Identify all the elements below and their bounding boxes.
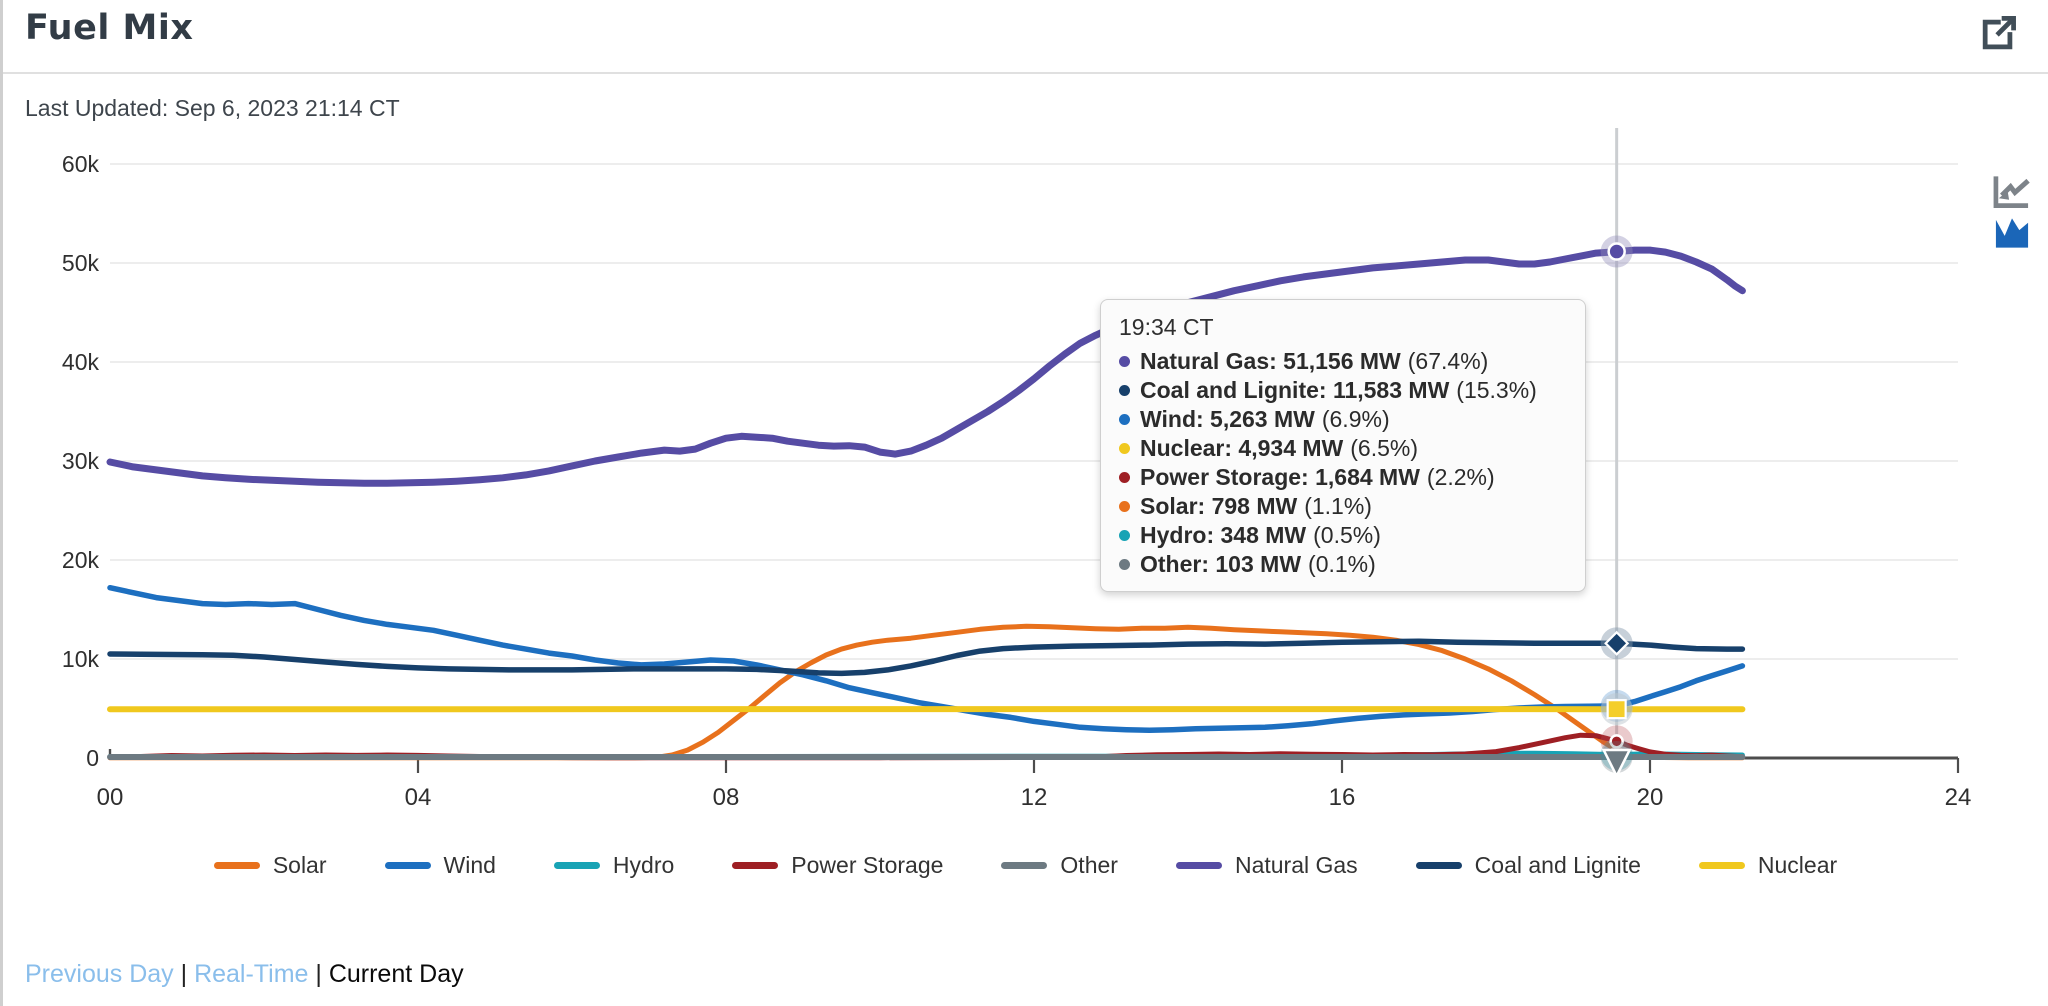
series-line-natural-gas[interactable] (106, 246, 1746, 487)
tooltip-series-pct: (0.5%) (1313, 522, 1381, 548)
tooltip-row: Power Storage: 1,684 MW (2.2%) (1117, 463, 1569, 492)
series-bullet-icon (1119, 501, 1130, 512)
card-header: Fuel Mix (3, 0, 2048, 74)
tooltip-series-pct: (6.9%) (1321, 406, 1390, 432)
fuel-mix-chart[interactable]: 0 10k 20k 30k 40k 50k 60k 00 04 08 12 16 20 24 (3, 0, 2048, 1006)
legend-label: Other (1060, 852, 1118, 878)
y-axis-tick-label: 20k (62, 547, 100, 573)
separator: | (308, 960, 329, 988)
tooltip-series-value: Power Storage: 1,684 MW (1140, 464, 1420, 490)
tooltip-series-pct: (67.4%) (1407, 348, 1489, 374)
legend-swatch-icon (1415, 862, 1462, 869)
chart-legend: Solar Wind Hydro Power Storage Other Natural … (3, 852, 2048, 879)
marker-coal-and-lignite (1604, 630, 1630, 656)
marker-natural-gas (1607, 242, 1626, 261)
series-bullet-icon (1119, 443, 1130, 454)
tooltip-row: Solar: 798 MW (1.1%) (1117, 492, 1569, 521)
legend-label: Natural Gas (1234, 852, 1358, 878)
marker-power-storage (1609, 734, 1624, 749)
last-updated-text: Last Updated: Sep 6, 2023 21:14 CT (25, 95, 400, 121)
x-axis-tick-label: 08 (713, 784, 740, 811)
area-chart-icon (1995, 218, 2029, 248)
legend-swatch-icon (384, 862, 431, 869)
chart-tooltip: 19:34 CT Natural Gas: 51,156 MW (67.4%) Co… (1100, 299, 1586, 592)
series-bullet-icon (1119, 414, 1130, 425)
tooltip-row: Other: 103 MW (0.1%) (1117, 550, 1569, 579)
tooltip-row: Wind: 5,263 MW (6.9%) (1117, 405, 1569, 434)
x-axis-tick-label: 24 (1945, 784, 1972, 811)
line-chart-toggle-button[interactable] (1990, 172, 2034, 212)
y-axis-tick-label: 10k (62, 646, 100, 672)
series-bullet-icon (1119, 472, 1130, 483)
tooltip-row: Coal and Lignite: 11,583 MW (15.3%) (1117, 376, 1569, 405)
x-axis-tick-label: 16 (1329, 784, 1356, 811)
tooltip-series-value: Nuclear: 4,934 MW (1140, 435, 1344, 461)
external-link-icon (1982, 16, 2016, 50)
series-bullet-icon (1119, 530, 1130, 541)
marker-other (1601, 748, 1632, 779)
legend-item-power-storage[interactable]: Power Storage (732, 852, 943, 879)
separator: | (173, 960, 195, 988)
legend-label: Hydro (612, 852, 675, 878)
legend-item-natural-gas[interactable]: Natural Gas (1175, 852, 1358, 879)
legend-item-nuclear[interactable]: Nuclear (1698, 852, 1838, 879)
legend-swatch-icon (213, 862, 260, 869)
legend-label: Coal and Lignite (1474, 852, 1641, 878)
legend-swatch-icon (553, 862, 600, 869)
link-current-day: Current Day (328, 960, 464, 988)
day-selector: Previous Day | Real-Time | Current Day (25, 960, 464, 989)
legend-swatch-icon (732, 862, 779, 869)
tooltip-row: Nuclear: 4,934 MW (6.5%) (1117, 434, 1569, 463)
series-line-solar[interactable] (107, 623, 1745, 761)
series-bullet-icon (1119, 385, 1130, 396)
tooltip-series-value: Hydro: 348 MW (1140, 522, 1307, 548)
legend-label: Nuclear (1757, 852, 1838, 878)
tooltip-series-pct: (6.5%) (1350, 435, 1418, 461)
legend-item-solar[interactable]: Solar (213, 852, 327, 879)
external-link-button[interactable] (1976, 12, 2020, 56)
tooltip-series-value: Natural Gas: 51,156 MW (1140, 348, 1401, 374)
series-line-coal-and-lignite[interactable] (107, 638, 1746, 677)
x-axis-tick-label: 12 (1021, 784, 1048, 811)
legend-label: Wind (443, 852, 496, 878)
x-axis-tick-label: 00 (97, 784, 124, 811)
legend-item-hydro[interactable]: Hydro (553, 852, 675, 879)
tooltip-series-pct: (1.1%) (1304, 493, 1372, 519)
series-bullet-icon (1119, 356, 1130, 367)
tooltip-series-value: Solar: 798 MW (1140, 493, 1298, 519)
link-previous-day[interactable]: Previous Day (25, 960, 174, 988)
tooltip-series-pct: (2.2%) (1426, 464, 1495, 490)
tooltip-series-value: Coal and Lignite: 11,583 MW (1140, 377, 1450, 403)
area-chart-toggle-button[interactable] (1990, 214, 2034, 254)
legend-item-other[interactable]: Other (1001, 852, 1118, 879)
legend-swatch-icon (1175, 862, 1222, 869)
tooltip-series-pct: (15.3%) (1456, 377, 1537, 403)
marker-nuclear (1606, 699, 1627, 720)
tooltip-series-pct: (0.1%) (1308, 551, 1376, 577)
tooltip-series-value: Other: 103 MW (1140, 551, 1302, 577)
tooltip-row: Natural Gas: 51,156 MW (67.4%) (1117, 347, 1569, 376)
series-bullet-icon (1119, 559, 1130, 570)
tooltip-time: 19:34 CT (1119, 314, 1214, 340)
legend-swatch-icon (1698, 862, 1745, 869)
legend-item-coal-and-lignite[interactable]: Coal and Lignite (1415, 852, 1641, 879)
tooltip-row: Hydro: 348 MW (0.5%) (1117, 521, 1569, 550)
y-axis-tick-label: 40k (62, 349, 100, 375)
y-axis-tick-label: 0 (86, 745, 99, 771)
line-chart-icon (1993, 176, 2030, 208)
tooltip-series-value: Wind: 5,263 MW (1140, 406, 1315, 432)
y-axis-tick-label: 60k (62, 151, 100, 177)
tooltip-rows: Natural Gas: 51,156 MW (67.4%) Coal and Li… (1117, 347, 1569, 579)
link-real-time[interactable]: Real-Time (194, 960, 309, 988)
y-axis-tick-label: 50k (62, 250, 100, 276)
legend-swatch-icon (1001, 862, 1048, 869)
x-axis-tick-label: 20 (1637, 784, 1664, 811)
x-axis-tick-label: 04 (405, 784, 432, 811)
legend-label: Power Storage (791, 852, 944, 878)
page-title: Fuel Mix (25, 8, 194, 48)
y-axis-tick-label: 30k (62, 448, 100, 474)
legend-label: Solar (272, 852, 327, 878)
legend-item-wind[interactable]: Wind (384, 852, 496, 879)
